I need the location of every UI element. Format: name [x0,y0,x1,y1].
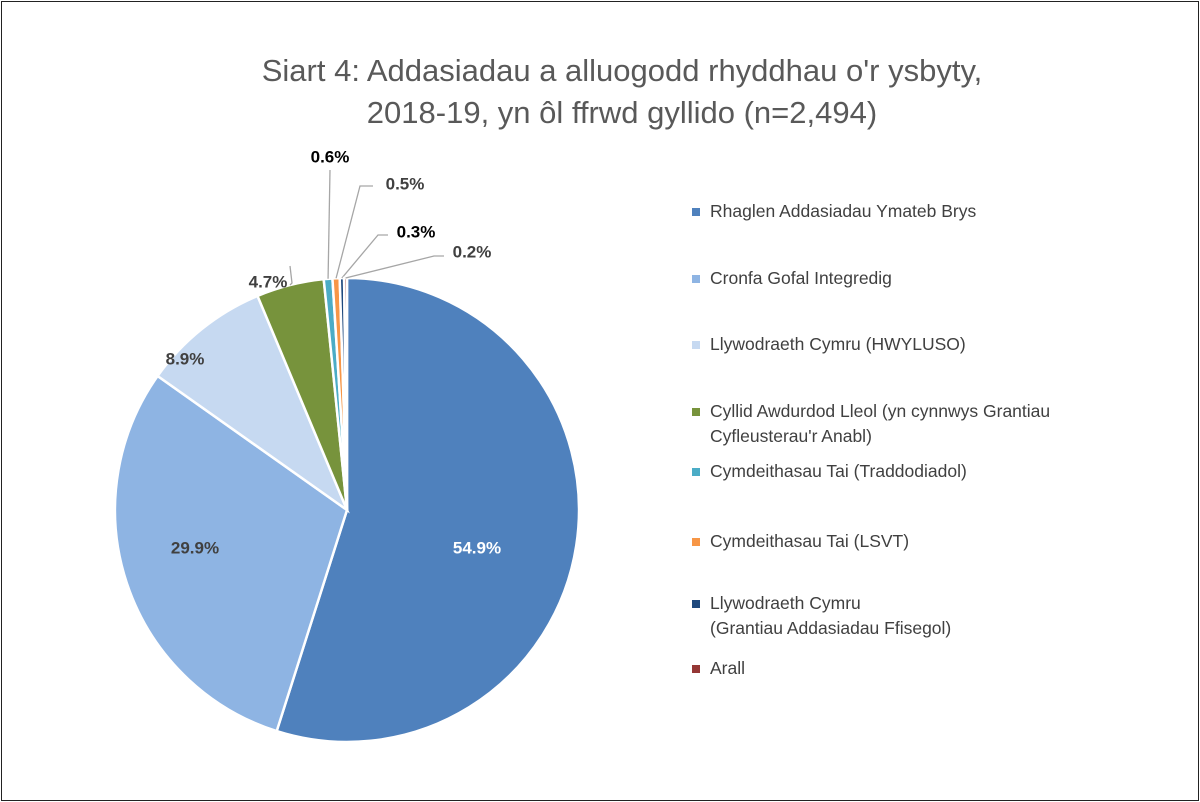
legend-item: Llywodraeth Cymru (HWYLUSO) [692,332,1152,357]
legend-label: Cymdeithasau Tai (LSVT) [710,531,910,551]
data-label: 4.7% [249,272,288,291]
legend-item: Rhaglen Addasiadau Ymateb Brys [692,199,1152,224]
legend-item: Cymdeithasau Tai (Traddodiadol) [692,459,1152,484]
legend-swatch [692,208,700,216]
data-label: 8.9% [166,349,205,368]
legend-item: Arall [692,656,1152,681]
chart-title: Siart 4: Addasiadau a alluogodd rhyddhau… [261,53,983,130]
data-label: 54.9% [453,538,501,557]
data-label: 0.3% [397,222,436,241]
legend-item: Llywodraeth Cymru (Grantiau Addasiadau F… [692,591,1152,641]
leader-line [335,185,373,279]
leader-line [341,234,388,279]
legend-label: Cronfa Gofal Integredig [710,268,892,288]
pie-slice [155,294,350,514]
data-label: 0.5% [386,174,425,193]
legend-label: Cyllid Awdurdod Lleol (yn cynnwys Granti… [710,401,1051,446]
legend-item: Cyllid Awdurdod Lleol (yn cynnwys Granti… [692,399,1152,449]
legend-item: Cronfa Gofal Integredig [692,266,1152,291]
leader-line [289,265,293,286]
pie-slice [113,374,349,733]
leader-line [327,169,331,279]
legend-swatch [692,341,700,349]
legend-item: Cymdeithasau Tai (LSVT) [692,529,1152,554]
legend-swatch [692,468,700,476]
legend-label: Arall [710,658,746,678]
legend-label: Cymdeithasau Tai (Traddodiadol) [710,461,967,481]
data-label: 0.6% [311,147,350,166]
legend-swatch [692,665,700,673]
legend-swatch [692,600,700,608]
leader-line [345,255,444,279]
legend-label: Llywodraeth Cymru (Grantiau Addasiadau F… [710,593,952,638]
legend-swatch [692,538,700,546]
legend-label: Llywodraeth Cymru (HWYLUSO) [710,334,966,354]
data-label: 0.2% [453,242,492,261]
legend-swatch [692,275,700,283]
legend-swatch [692,408,700,416]
legend-label: Rhaglen Addasiadau Ymateb Brys [710,201,977,221]
pie-slice [275,276,581,744]
data-label: 29.9% [171,538,219,557]
